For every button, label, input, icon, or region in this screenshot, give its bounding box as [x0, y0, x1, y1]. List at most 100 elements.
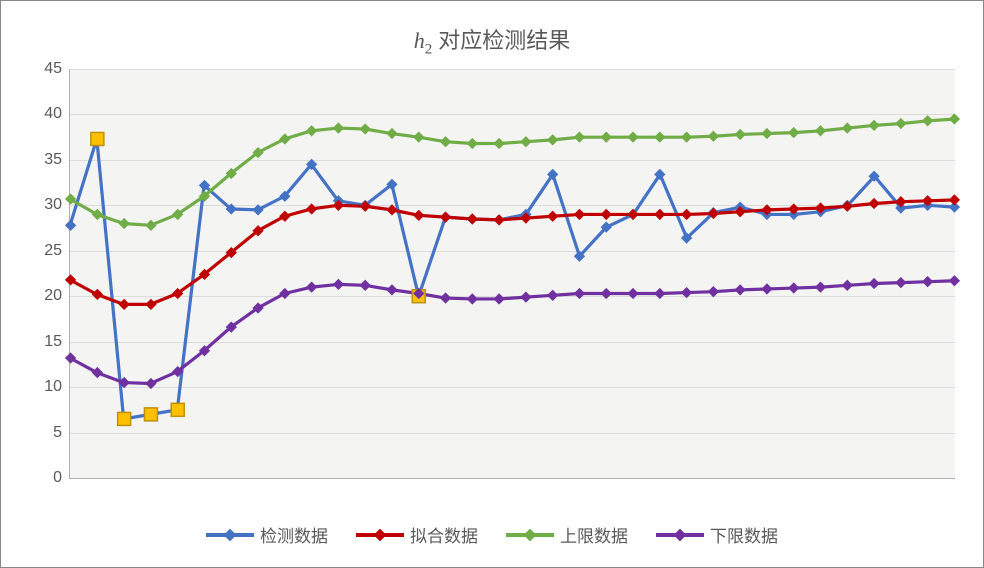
series-marker-detect — [65, 220, 76, 231]
series-marker-lower — [360, 280, 371, 291]
series-marker-upper — [868, 120, 879, 131]
legend-item: 上限数据 — [506, 522, 628, 547]
series-marker-upper — [92, 209, 103, 220]
series-marker-upper — [735, 129, 746, 140]
series-marker-lower — [601, 288, 612, 299]
series-marker-upper — [119, 218, 130, 229]
series-marker-upper — [199, 191, 210, 202]
series-marker-detect — [199, 180, 210, 191]
series-marker-detect — [252, 204, 263, 215]
y-axis-label: 40 — [44, 105, 62, 123]
series-marker-fit — [360, 201, 371, 212]
legend: 检测数据 拟合数据 上限数据 下限数据 — [9, 522, 975, 547]
marker-layer — [70, 69, 955, 478]
series-marker-detect — [226, 203, 237, 214]
series-marker-fit — [654, 209, 665, 220]
series-marker-upper — [761, 128, 772, 139]
series-marker-upper — [922, 115, 933, 126]
outlier-marker — [118, 412, 131, 425]
series-marker-lower — [949, 275, 960, 286]
series-marker-fit — [547, 211, 558, 222]
series-marker-upper — [574, 132, 585, 143]
series-marker-fit — [627, 209, 638, 220]
legend-label: 检测数据 — [260, 522, 328, 547]
series-marker-upper — [172, 209, 183, 220]
series-marker-lower — [467, 293, 478, 304]
series-marker-lower — [708, 286, 719, 297]
legend-swatch — [506, 526, 554, 544]
series-marker-lower — [574, 288, 585, 299]
series-marker-detect — [868, 171, 879, 182]
y-axis-label: 30 — [44, 196, 62, 214]
series-marker-fit — [868, 198, 879, 209]
series-marker-fit — [92, 289, 103, 300]
series-marker-fit — [601, 209, 612, 220]
y-axis-label: 45 — [44, 60, 62, 78]
legend-item: 拟合数据 — [356, 522, 478, 547]
outlier-marker — [171, 403, 184, 416]
series-marker-fit — [574, 209, 585, 220]
y-axis-label: 5 — [53, 424, 62, 442]
series-marker-upper — [360, 123, 371, 134]
series-marker-lower — [145, 378, 156, 389]
series-marker-fit — [199, 269, 210, 280]
series-marker-fit — [65, 274, 76, 285]
series-marker-upper — [601, 132, 612, 143]
outlier-marker — [91, 133, 104, 146]
series-marker-upper — [333, 122, 344, 133]
series-marker-lower — [761, 283, 772, 294]
y-axis-label: 35 — [44, 151, 62, 169]
series-marker-upper — [467, 138, 478, 149]
series-marker-lower — [199, 345, 210, 356]
series-marker-detect — [386, 179, 397, 190]
series-marker-fit — [306, 203, 317, 214]
series-marker-upper — [493, 138, 504, 149]
series-marker-fit — [386, 204, 397, 215]
series-marker-upper — [279, 133, 290, 144]
series-marker-upper — [627, 132, 638, 143]
series-marker-fit — [252, 225, 263, 236]
series-marker-upper — [788, 127, 799, 138]
series-marker-lower — [65, 352, 76, 363]
series-marker-fit — [145, 299, 156, 310]
series-marker-upper — [815, 125, 826, 136]
series-marker-fit — [226, 247, 237, 258]
series-marker-lower — [788, 282, 799, 293]
series-marker-lower — [252, 302, 263, 313]
y-axis-label: 15 — [44, 333, 62, 351]
series-marker-detect — [547, 169, 558, 180]
series-marker-upper — [386, 128, 397, 139]
series-marker-lower — [172, 366, 183, 377]
series-marker-upper — [413, 132, 424, 143]
series-marker-upper — [226, 168, 237, 179]
series-marker-fit — [493, 214, 504, 225]
legend-swatch — [206, 526, 254, 544]
series-marker-lower — [493, 293, 504, 304]
series-marker-upper — [306, 125, 317, 136]
series-marker-upper — [520, 136, 531, 147]
series-marker-upper — [895, 118, 906, 129]
series-marker-detect — [601, 222, 612, 233]
series-marker-fit — [119, 299, 130, 310]
legend-label: 下限数据 — [710, 522, 778, 547]
y-axis-label: 10 — [44, 378, 62, 396]
outlier-marker — [144, 408, 157, 421]
series-marker-lower — [386, 284, 397, 295]
series-marker-lower — [119, 377, 130, 388]
series-marker-lower — [306, 281, 317, 292]
series-marker-lower — [842, 280, 853, 291]
series-marker-lower — [92, 367, 103, 378]
series-marker-upper — [681, 132, 692, 143]
series-marker-fit — [172, 288, 183, 299]
series-marker-lower — [815, 281, 826, 292]
series-marker-detect — [574, 251, 585, 262]
title-var: h — [414, 28, 425, 53]
series-marker-fit — [949, 194, 960, 205]
legend-swatch — [656, 526, 704, 544]
series-marker-lower — [440, 292, 451, 303]
series-marker-fit — [681, 209, 692, 220]
series-marker-fit — [279, 211, 290, 222]
chart-container: h2 对应检测结果 051015202530354045 检测数据拟合数据上限数… — [0, 0, 984, 568]
series-marker-detect — [306, 159, 317, 170]
series-marker-fit — [440, 212, 451, 223]
